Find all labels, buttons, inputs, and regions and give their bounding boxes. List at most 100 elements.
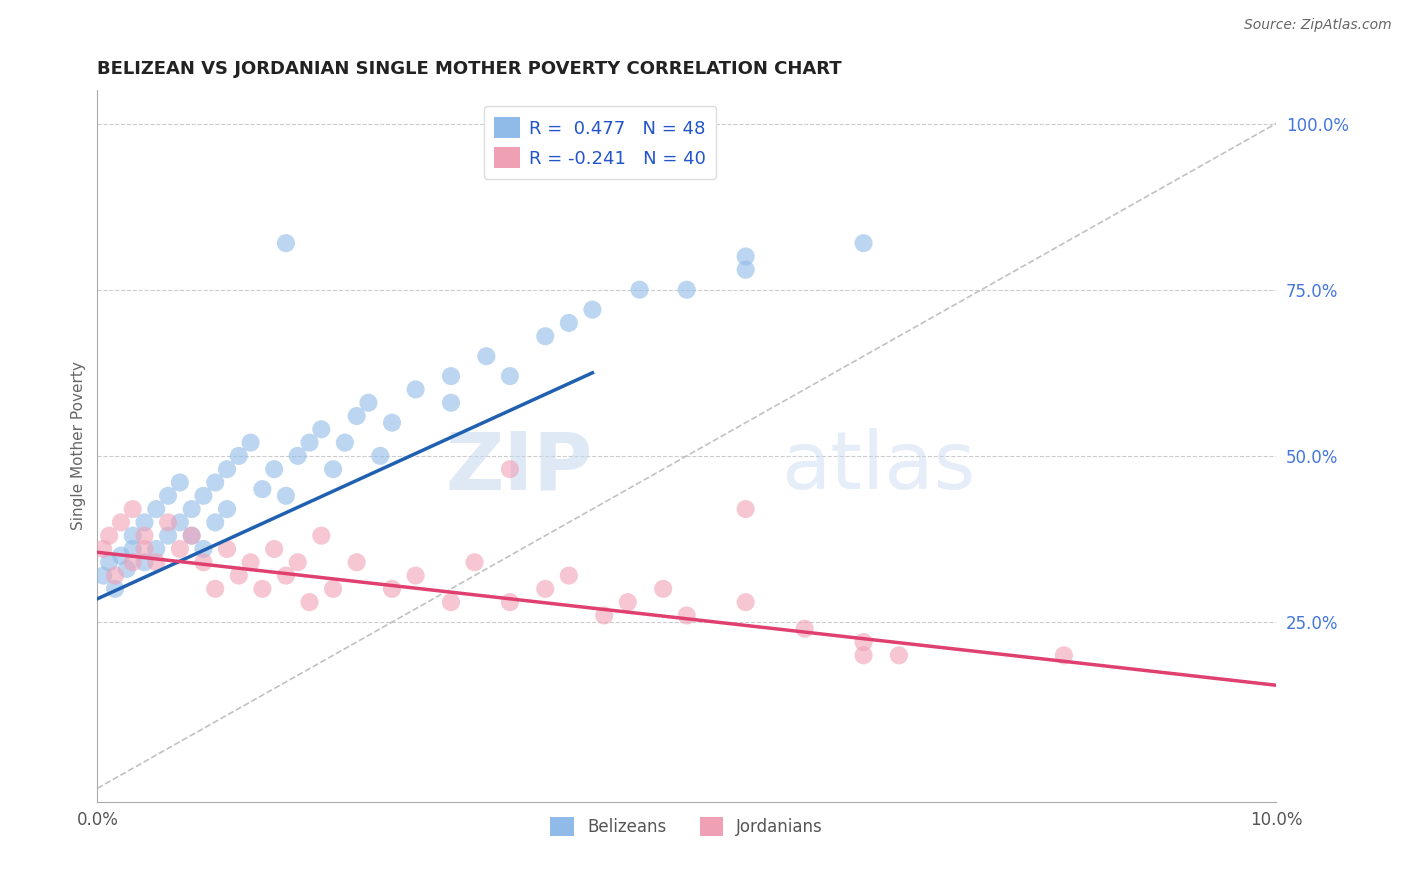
Point [252, 582, 274, 596]
Point [405, 383, 427, 397]
Point [298, 595, 321, 609]
Point [263, 462, 285, 476]
Y-axis label: Single Mother Poverty: Single Mother Poverty [72, 361, 86, 531]
Point [405, 568, 427, 582]
Point [675, 608, 697, 623]
Point [852, 236, 875, 251]
Point [274, 568, 297, 582]
Point [91, 568, 114, 582]
Point [180, 529, 202, 543]
Point [440, 369, 463, 384]
Point [793, 622, 815, 636]
Point [104, 568, 127, 582]
Point [134, 516, 156, 530]
Point [628, 283, 651, 297]
Text: BELIZEAN VS JORDANIAN SINGLE MOTHER POVERTY CORRELATION CHART: BELIZEAN VS JORDANIAN SINGLE MOTHER POVE… [97, 60, 842, 78]
Point [134, 541, 156, 556]
Point [157, 489, 180, 503]
Point [322, 462, 344, 476]
Point [274, 489, 297, 503]
Point [287, 449, 309, 463]
Point [464, 555, 486, 569]
Point [157, 516, 180, 530]
Point [475, 349, 498, 363]
Point [115, 562, 138, 576]
Text: atlas: atlas [780, 428, 976, 507]
Point [145, 541, 167, 556]
Point [381, 416, 404, 430]
Point [322, 582, 344, 596]
Point [193, 541, 215, 556]
Point [852, 635, 875, 649]
Point [617, 595, 640, 609]
Point [558, 316, 581, 330]
Point [228, 449, 250, 463]
Point [121, 555, 143, 569]
Point [440, 595, 463, 609]
Point [169, 541, 191, 556]
Point [1053, 648, 1076, 663]
Point [180, 529, 202, 543]
Point [298, 435, 321, 450]
Point [734, 262, 756, 277]
Point [157, 529, 180, 543]
Point [121, 529, 143, 543]
Point [558, 568, 581, 582]
Text: Source: ZipAtlas.com: Source: ZipAtlas.com [1244, 18, 1392, 32]
Point [252, 482, 274, 496]
Point [499, 369, 522, 384]
Point [368, 449, 391, 463]
Point [287, 555, 309, 569]
Point [121, 502, 143, 516]
Point [499, 462, 522, 476]
Point [145, 555, 167, 569]
Point [121, 541, 143, 556]
Point [169, 475, 191, 490]
Point [239, 555, 262, 569]
Point [134, 555, 156, 569]
Point [852, 648, 875, 663]
Point [357, 395, 380, 409]
Point [193, 555, 215, 569]
Point [110, 516, 132, 530]
Point [593, 608, 616, 623]
Point [104, 582, 127, 596]
Point [675, 283, 697, 297]
Point [169, 516, 191, 530]
Point [215, 541, 238, 556]
Point [534, 329, 557, 343]
Point [228, 568, 250, 582]
Point [346, 555, 368, 569]
Point [98, 555, 121, 569]
Point [887, 648, 910, 663]
Point [381, 582, 404, 596]
Legend: Belizeans, Jordanians: Belizeans, Jordanians [544, 811, 830, 843]
Point [274, 236, 297, 251]
Point [110, 549, 132, 563]
Point [98, 529, 121, 543]
Point [180, 502, 202, 516]
Point [734, 595, 756, 609]
Point [204, 475, 226, 490]
Point [534, 582, 557, 596]
Point [333, 435, 356, 450]
Point [215, 502, 238, 516]
Point [204, 516, 226, 530]
Point [215, 462, 238, 476]
Point [145, 502, 167, 516]
Point [734, 502, 756, 516]
Text: ZIP: ZIP [446, 428, 592, 507]
Point [193, 489, 215, 503]
Point [734, 250, 756, 264]
Point [311, 529, 333, 543]
Point [346, 409, 368, 423]
Point [239, 435, 262, 450]
Point [91, 541, 114, 556]
Point [311, 422, 333, 436]
Point [581, 302, 603, 317]
Point [204, 582, 226, 596]
Point [263, 541, 285, 556]
Point [499, 595, 522, 609]
Point [440, 395, 463, 409]
Point [652, 582, 675, 596]
